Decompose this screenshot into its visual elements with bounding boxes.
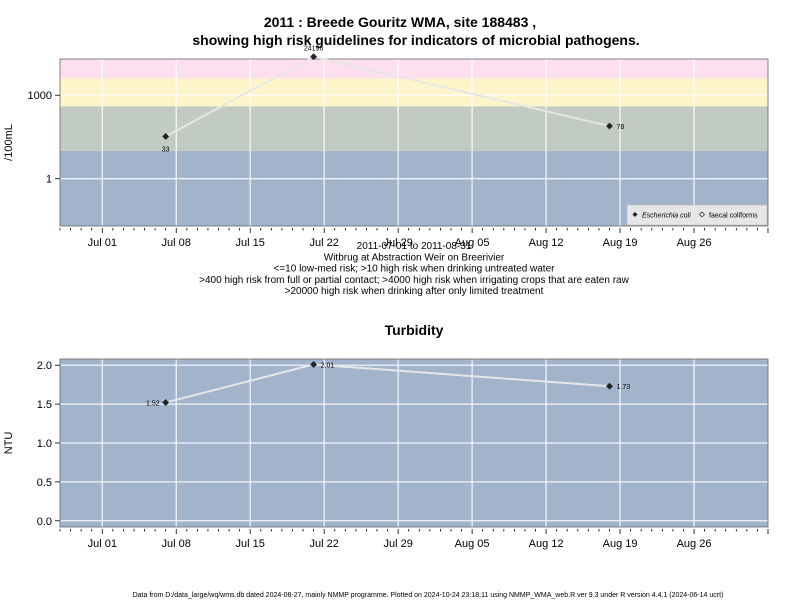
x-tick-label: Aug 12 <box>529 237 564 249</box>
x-tick-label: Jul 01 <box>88 237 117 249</box>
annotation-line: >400 high risk from full or partial cont… <box>199 275 629 286</box>
x-tick-label: Jul 29 <box>383 237 412 249</box>
x-tick-label: Aug 26 <box>677 237 712 249</box>
data-label: 33 <box>162 146 170 153</box>
y-axis-label: NTU <box>3 432 15 455</box>
x-tick-label: Aug 19 <box>603 538 638 550</box>
chart-title-line-2: showing high risk guidelines for indicat… <box>192 32 639 48</box>
chart-title: Turbidity <box>385 322 444 338</box>
y-tick-label: 0.5 <box>37 477 52 489</box>
annotation-line: 2011-07-01 to 2011-08-31 <box>357 241 472 252</box>
x-tick-label: Aug 05 <box>455 538 490 550</box>
y-tick-label: 2.0 <box>37 360 52 372</box>
x-tick-label: Jul 22 <box>309 538 338 550</box>
x-tick-label: Jul 15 <box>236 538 265 550</box>
data-point <box>162 399 170 406</box>
y-tick-label: 1.5 <box>37 399 52 411</box>
y-tick-label: 1 <box>46 174 52 186</box>
y-tick-label: 0.0 <box>37 516 52 528</box>
plot-frame <box>59 58 769 227</box>
data-point <box>606 382 613 390</box>
data-label: 1.73 <box>616 384 630 391</box>
data-point <box>310 361 318 368</box>
x-tick-label: Jul 29 <box>383 538 412 550</box>
data-label: 78 <box>616 124 624 131</box>
data-point <box>310 53 318 61</box>
x-tick-label: Aug 19 <box>603 237 638 249</box>
risk-band-1 <box>60 106 768 151</box>
data-point <box>606 122 613 130</box>
data-label: 1.52 <box>146 401 160 408</box>
legend-marker-open <box>699 211 705 218</box>
x-tick-label: Jul 15 <box>236 237 265 249</box>
data-label: 2.01 <box>321 362 335 369</box>
legend-box <box>626 204 768 226</box>
x-tick-label: Jul 01 <box>88 538 117 550</box>
annotation-line: >20000 high risk when drinking after onl… <box>285 286 544 297</box>
y-tick-label: 1.0 <box>37 438 52 450</box>
y-tick-label: 1000 <box>28 90 52 102</box>
annotation-line: <=10 low-med risk; >10 high risk when dr… <box>274 264 556 275</box>
x-tick-label: Jul 08 <box>162 538 191 550</box>
data-point <box>162 133 170 140</box>
legend-entry-faecal: faecal coliforms <box>709 213 758 220</box>
x-tick-label: Jul 08 <box>162 237 191 249</box>
x-tick-label: Aug 12 <box>529 538 564 550</box>
annotation-line: Witbrug at Abstraction Weir on Breerivie… <box>324 252 505 263</box>
risk-band-2 <box>60 78 768 107</box>
data-label: 24196 <box>304 46 324 53</box>
legend-marker-filled <box>632 212 638 217</box>
x-tick-label: Aug 05 <box>455 237 490 249</box>
x-tick-label: Jul 22 <box>309 237 338 249</box>
footer-note: Data from D:/data_large/wq/wms.db dated … <box>133 592 724 599</box>
y-axis-label: /100mL <box>3 124 15 161</box>
risk-band-3 <box>60 59 768 79</box>
x-tick-label: Aug 26 <box>677 538 712 550</box>
legend-entry-ecoli: Escherichia coli <box>642 213 691 220</box>
chart-title-line-1: 2011 : Breede Gouritz WMA, site 188483 , <box>264 14 536 30</box>
